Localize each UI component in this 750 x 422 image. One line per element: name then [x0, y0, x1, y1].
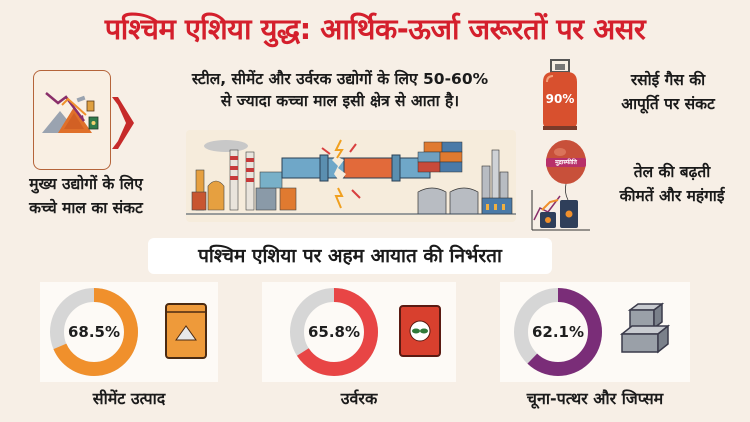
caption-limestone: चूना-पत्थर और जिप्सम	[526, 389, 664, 408]
raw-material-caption-line2: कच्चे माल का संकट	[29, 199, 143, 217]
bracket-arrow-icon	[112, 97, 134, 149]
limestone-blocks-icon	[619, 302, 671, 354]
gas-percent-badge: 90%	[545, 92, 575, 106]
raw-material-decline-icon	[42, 92, 99, 133]
raw-material-illustration	[33, 70, 111, 170]
donut-chart-fertilizer: 65.8%	[288, 286, 380, 378]
donut-chart-limestone: 62.1%	[512, 286, 604, 378]
inflation-balloon-label: मुद्रास्फीति	[555, 159, 577, 166]
page-title: पश्चिम एशिया युद्ध: आर्थिक-ऊर्जा जरूरतों…	[104, 12, 646, 46]
oil-text-line1: तेल की बढ़ती	[633, 163, 711, 181]
donut-chart-cement: 68.5%	[48, 286, 140, 378]
donut-value-cement: 68.5%	[67, 323, 121, 341]
gas-text-line1: रसोई गैस की	[630, 71, 706, 89]
donut-value-limestone: 62.1%	[531, 323, 585, 341]
caption-fertilizer: उर्वरक	[340, 389, 378, 408]
oil-price-text: तेल की बढ़ती कीमतें और महंगाई	[594, 160, 750, 208]
broken-pipeline-icon	[186, 130, 516, 222]
top-text-line1: स्टील, सीमेंट और उर्वरक उद्योगों के लिए …	[191, 70, 489, 88]
raw-material-caption: मुख्य उद्योगों के लिए कच्चे माल का संकट	[6, 172, 166, 220]
inflation-balloon-oil-barrel-icon	[531, 140, 590, 231]
raw-material-share-text: स्टील, सीमेंट और उर्वरक उद्योगों के लिए …	[150, 68, 530, 112]
cement-bag-icon	[165, 303, 207, 359]
gas-supply-text: रसोई गैस की आपूर्ति पर संकट	[588, 68, 748, 116]
gas-text-line2: आपूर्ति पर संकट	[621, 95, 715, 113]
chart-card-fertilizer: 65.8%	[262, 282, 456, 382]
section-subheading: पश्चिम एशिया पर अहम आयात की निर्भरता	[148, 238, 552, 274]
oil-text-line2: कीमतें और महंगाई	[619, 187, 725, 205]
donut-value-fertilizer: 65.8%	[307, 323, 361, 341]
fertilizer-bag-icon	[399, 305, 441, 357]
chart-card-limestone: 62.1%	[500, 282, 690, 382]
top-text-line2: से ज्यादा कच्चा माल इसी क्षेत्र से आता ह…	[220, 92, 460, 110]
chart-card-cement: 68.5%	[40, 282, 218, 382]
gas-cylinder-icon	[543, 59, 577, 130]
raw-material-caption-line1: मुख्य उद्योगों के लिए	[29, 175, 143, 193]
caption-cement: सीमेंट उत्पाद	[92, 389, 166, 408]
